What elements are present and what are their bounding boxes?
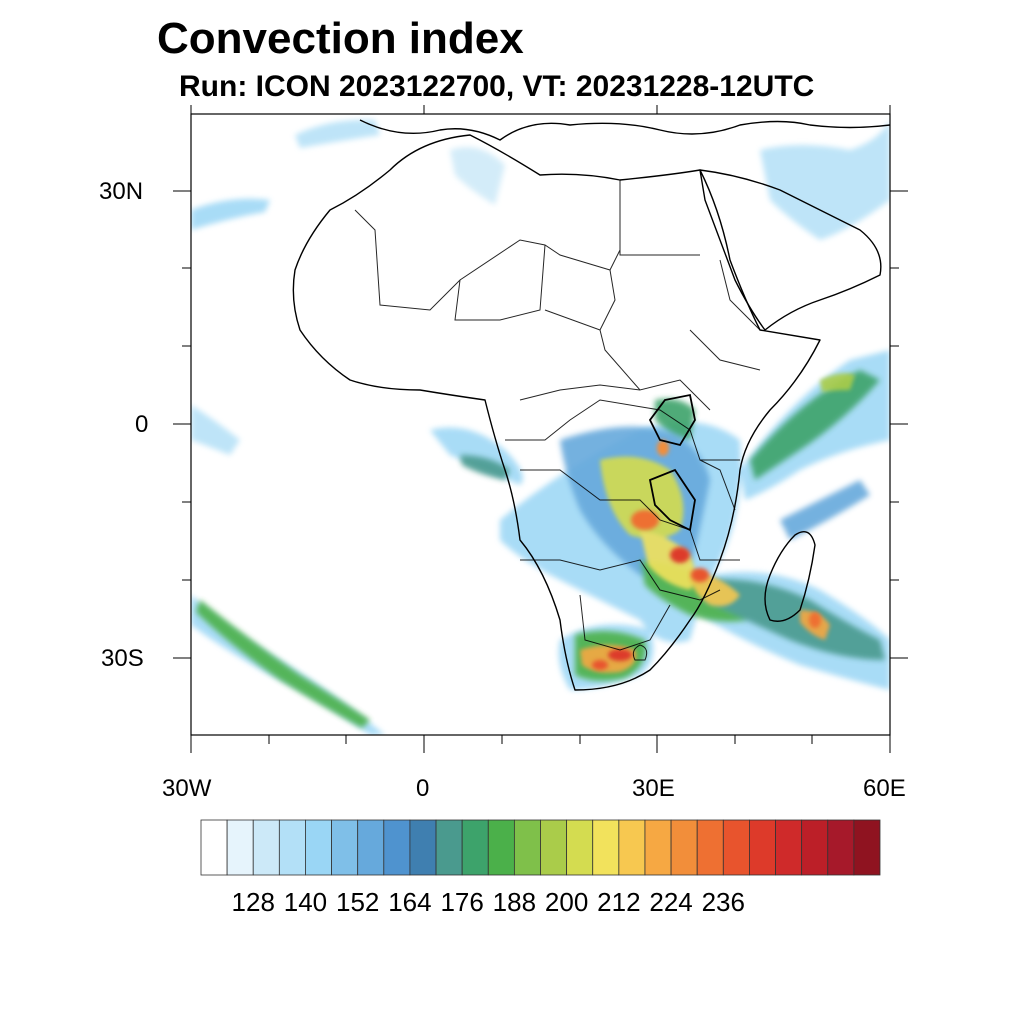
colorbar-swatch (801, 819, 829, 876)
convection-field (191, 119, 890, 735)
colorbar-swatch (592, 819, 620, 876)
colorbar-tick-label: 164 (388, 887, 432, 917)
colorbar-swatch (305, 819, 332, 876)
colorbar-swatch (853, 819, 881, 876)
colorbar-swatch (487, 819, 515, 876)
colorbar-swatch (749, 819, 776, 876)
colorbar-tick-label: 128 (231, 887, 275, 917)
lat-label-30s: 30S (101, 645, 144, 672)
lon-label-0: 0 (416, 775, 430, 802)
colorbar-swatch (644, 819, 672, 876)
colorbar-swatch (540, 819, 568, 876)
colorbar (200, 819, 881, 876)
axis-ticks (173, 105, 908, 753)
colorbar-swatch (618, 819, 646, 876)
colorbar-swatch (252, 819, 280, 876)
colorbar-tick-label: 152 (335, 887, 380, 917)
colorbar-swatch (461, 819, 489, 876)
colorbar-swatch (357, 819, 385, 876)
colorbar-swatch (827, 819, 855, 876)
lon-label-30e: 30E (632, 775, 675, 802)
colorbar-tick-label: 176 (440, 887, 484, 917)
lon-label-60e: 60E (863, 775, 906, 802)
lat-label-30n: 30N (99, 178, 144, 205)
colorbar-tick-label: 188 (492, 887, 537, 917)
lat-label-0: 0 (135, 411, 149, 438)
colorbar-swatch (200, 819, 228, 876)
colorbar-tick-label: 236 (701, 887, 745, 917)
colorbar-swatch (696, 819, 724, 876)
lon-label-30w: 30W (162, 775, 212, 802)
colorbar-tick-label: 224 (649, 887, 693, 917)
colorbar-swatch (278, 819, 306, 876)
colorbar-swatch (435, 819, 463, 876)
chart-title: Convection index (157, 14, 524, 63)
colorbar-tick-label: 200 (544, 887, 589, 917)
colorbar-swatch (722, 819, 750, 876)
colorbar-tick-label: 212 (597, 887, 641, 917)
colorbar-swatch (331, 819, 359, 876)
colorbar-swatch (775, 819, 803, 876)
colorbar-swatch (409, 819, 437, 876)
colorbar-swatch (566, 819, 594, 876)
colorbar-swatch (513, 819, 541, 876)
colorbar-tick-label: 140 (283, 887, 328, 917)
colorbar-swatch (670, 819, 698, 876)
colorbar-swatch (226, 819, 254, 876)
colorbar-swatch (383, 819, 411, 876)
chart-subtitle: Run: ICON 2023122700, VT: 20231228-12UTC (179, 70, 815, 103)
